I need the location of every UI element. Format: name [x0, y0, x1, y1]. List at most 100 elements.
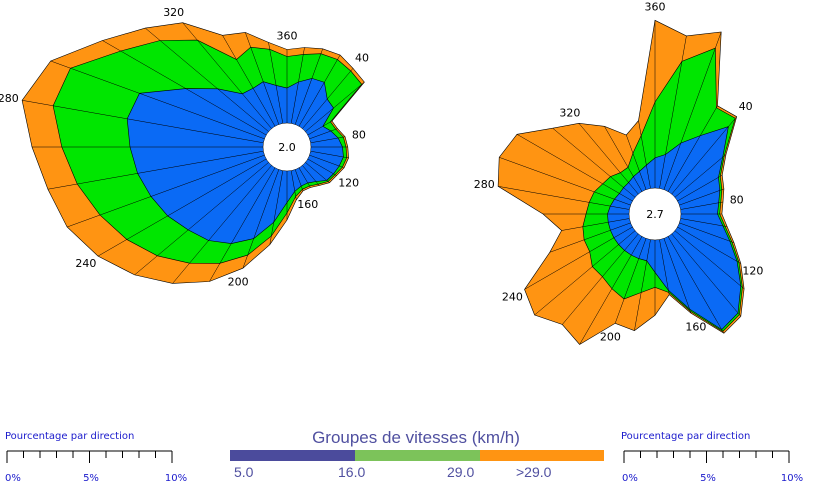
direction-spoke	[578, 123, 639, 195]
calm-center-circle-left	[262, 122, 312, 172]
calm-percent-label-right: 2.7	[646, 208, 664, 221]
direction-spoke	[659, 35, 687, 189]
percent-scale-ruler-right	[623, 450, 790, 463]
direction-spoke	[134, 162, 269, 276]
direction-spoke	[671, 116, 737, 195]
direction-spoke	[50, 60, 265, 140]
direction-label-240: 240	[75, 257, 96, 270]
percent-scale-tick-10: 10%	[165, 473, 187, 483]
speed-legend-label-5: 5.0	[234, 464, 254, 480]
direction-spoke	[47, 150, 264, 190]
direction-spoke	[305, 81, 365, 132]
direction-spoke	[663, 238, 692, 314]
direction-label-160: 160	[297, 198, 318, 211]
direction-spoke	[638, 120, 651, 189]
direction-label-360: 360	[645, 0, 666, 13]
speed-band-3-swatch	[480, 450, 604, 461]
direction-spoke	[294, 48, 323, 125]
direction-spoke	[310, 136, 346, 144]
percent-scale-title-left: Pourcentage par direction	[5, 431, 134, 442]
direction-spoke	[626, 134, 647, 190]
direction-spoke	[561, 218, 630, 231]
direction-spoke	[67, 154, 265, 228]
direction-spoke	[680, 201, 724, 210]
direction-spoke	[307, 120, 333, 136]
direction-label-120: 120	[742, 265, 763, 278]
percent-scale-title-right: Pourcentage par direction	[621, 431, 750, 442]
direction-spoke	[604, 126, 643, 192]
wind-rose-left: 2.0 360 40 80 120 160 200 240 280 320	[0, 6, 369, 288]
speed-legend-label-over-29: >29.0	[516, 464, 552, 480]
direction-spoke	[298, 54, 341, 127]
direction-label-40: 40	[355, 52, 369, 65]
speed-legend: Groupes de vitesses (km/h) 5.0 16.0 29.0…	[230, 428, 604, 480]
direction-label-280: 280	[0, 92, 19, 105]
direction-spoke	[679, 222, 735, 243]
percent-scale-tick-0: 0%	[5, 473, 21, 483]
direction-spoke	[290, 47, 305, 124]
speed-band-1-swatch	[230, 450, 355, 461]
calm-center-circle-right	[628, 187, 682, 241]
percent-scale-ruler-left	[6, 450, 173, 463]
direction-label-240: 240	[502, 290, 523, 303]
direction-spoke	[172, 165, 272, 284]
direction-spoke	[310, 150, 349, 159]
percent-scale-tick-0: 0%	[622, 473, 638, 483]
direction-spoke	[268, 42, 284, 124]
direction-label-160: 160	[685, 320, 706, 333]
direction-spoke	[671, 233, 741, 317]
direction-label-200: 200	[228, 275, 249, 288]
direction-spoke	[305, 162, 330, 183]
direction-spoke	[97, 158, 267, 257]
direction-spoke	[307, 158, 337, 176]
direction-spoke	[677, 174, 723, 202]
direction-spoke	[498, 186, 630, 210]
calm-percent-label-left: 2.0	[278, 141, 296, 154]
direction-label-120: 120	[338, 177, 359, 190]
direction-spoke	[245, 32, 280, 125]
direction-spoke	[222, 35, 276, 127]
direction-spoke	[674, 230, 745, 289]
percent-scale-right: Pourcentage par direction 0% 5% 10%	[621, 431, 803, 483]
direction-label-320: 320	[559, 107, 580, 120]
direction-spoke	[302, 165, 320, 186]
direction-spoke	[290, 170, 297, 200]
speed-legend-label-29: 29.0	[447, 464, 474, 480]
direction-label-80: 80	[352, 128, 366, 141]
direction-spoke	[663, 31, 722, 190]
direction-spoke	[562, 233, 639, 325]
direction-spoke	[659, 239, 670, 295]
direction-spoke	[145, 27, 269, 132]
speed-legend-label-16: 16.0	[338, 464, 365, 480]
direction-spoke	[674, 154, 727, 198]
direction-spoke	[552, 128, 636, 198]
direction-spoke	[524, 226, 633, 290]
direction-spoke	[534, 230, 636, 316]
direction-label-320: 320	[163, 6, 184, 19]
direction-spoke	[242, 169, 280, 269]
direction-spoke	[22, 100, 264, 144]
percent-scale-tick-10: 10%	[781, 473, 803, 483]
direction-spoke	[677, 226, 741, 264]
direction-spoke	[667, 105, 718, 192]
direction-label-280: 280	[474, 178, 495, 191]
percent-scale-tick-5: 5%	[700, 473, 716, 483]
direction-spoke	[298, 167, 311, 188]
direction-label-80: 80	[730, 194, 744, 207]
wind-rose-right: 2.7 360 40 80 120 160 200 240 280 320	[474, 0, 763, 345]
speed-legend-title: Groupes de vitesses (km/h)	[312, 428, 520, 447]
percent-scale-tick-5: 5%	[83, 473, 99, 483]
direction-spoke	[209, 167, 276, 282]
direction-spoke	[309, 128, 338, 140]
direction-spoke	[549, 222, 631, 253]
speed-band-2-swatch	[355, 450, 480, 461]
direction-spoke	[579, 236, 643, 345]
direction-spoke	[102, 40, 267, 136]
direction-spoke	[269, 170, 284, 245]
direction-label-200: 200	[600, 330, 621, 343]
direction-spoke	[614, 238, 647, 324]
percent-scale-left: Pourcentage par direction 0% 5% 10%	[5, 431, 187, 483]
direction-spoke	[516, 134, 633, 202]
direction-spoke	[182, 22, 272, 129]
